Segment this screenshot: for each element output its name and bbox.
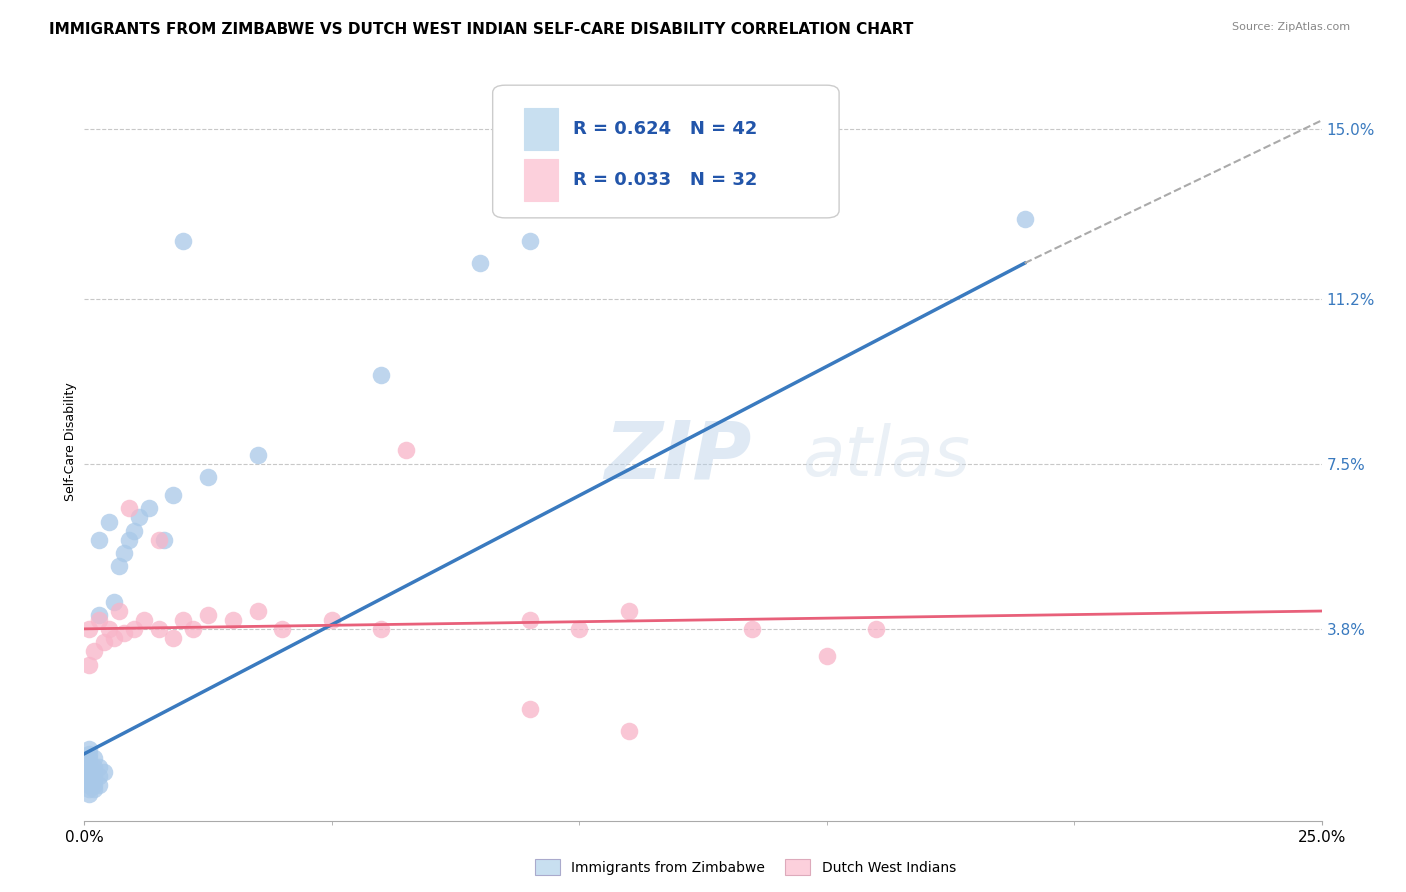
Point bbox=[470, 256, 492, 270]
Point bbox=[112, 546, 135, 560]
Point bbox=[89, 769, 111, 783]
Point bbox=[79, 622, 101, 636]
Point bbox=[246, 448, 269, 462]
Point bbox=[519, 702, 541, 716]
Point bbox=[741, 622, 763, 636]
Point bbox=[89, 533, 111, 547]
Point bbox=[181, 622, 204, 636]
Point bbox=[222, 613, 245, 627]
Point bbox=[152, 533, 174, 547]
Text: IMMIGRANTS FROM ZIMBABWE VS DUTCH WEST INDIAN SELF-CARE DISABILITY CORRELATION C: IMMIGRANTS FROM ZIMBABWE VS DUTCH WEST I… bbox=[49, 22, 914, 37]
Point bbox=[1014, 211, 1036, 226]
Point bbox=[197, 608, 219, 623]
Point bbox=[108, 559, 131, 574]
Point bbox=[83, 644, 105, 658]
Point bbox=[89, 613, 111, 627]
Point bbox=[122, 524, 145, 538]
Point bbox=[568, 622, 591, 636]
Point bbox=[79, 773, 101, 788]
Point bbox=[79, 769, 101, 783]
Point bbox=[89, 778, 111, 792]
Point bbox=[79, 747, 101, 761]
Point bbox=[89, 608, 111, 623]
Point bbox=[79, 787, 101, 801]
Point bbox=[83, 760, 105, 774]
Point bbox=[148, 622, 170, 636]
Point bbox=[83, 751, 105, 765]
Point bbox=[79, 769, 101, 783]
Point bbox=[865, 622, 887, 636]
Point bbox=[79, 760, 101, 774]
Point bbox=[83, 782, 105, 797]
Point bbox=[519, 613, 541, 627]
Point bbox=[83, 764, 105, 779]
Text: R = 0.033   N = 32: R = 0.033 N = 32 bbox=[574, 171, 758, 189]
FancyBboxPatch shape bbox=[492, 85, 839, 218]
Point bbox=[83, 778, 105, 792]
Bar bbox=[523, 108, 558, 150]
Text: atlas: atlas bbox=[801, 423, 970, 491]
Point bbox=[118, 533, 141, 547]
Point bbox=[103, 595, 125, 609]
Point bbox=[172, 613, 194, 627]
Point bbox=[370, 368, 392, 382]
Point bbox=[321, 613, 343, 627]
Point bbox=[246, 604, 269, 618]
Bar bbox=[523, 159, 558, 201]
Point bbox=[162, 631, 184, 645]
Point bbox=[162, 488, 184, 502]
Point bbox=[93, 635, 115, 649]
Point bbox=[98, 622, 121, 636]
Y-axis label: Self-Care Disability: Self-Care Disability bbox=[65, 382, 77, 501]
Point bbox=[103, 631, 125, 645]
Point bbox=[93, 764, 115, 779]
Point bbox=[79, 756, 101, 770]
Point bbox=[395, 443, 418, 458]
Point bbox=[83, 769, 105, 783]
Legend: Immigrants from Zimbabwe, Dutch West Indians: Immigrants from Zimbabwe, Dutch West Ind… bbox=[529, 854, 962, 880]
Point bbox=[79, 782, 101, 797]
Point bbox=[271, 622, 294, 636]
Point bbox=[79, 751, 101, 765]
Point bbox=[138, 501, 160, 516]
Point bbox=[79, 778, 101, 792]
Point bbox=[197, 470, 219, 484]
Point bbox=[617, 604, 640, 618]
Point bbox=[370, 622, 392, 636]
Point bbox=[617, 724, 640, 739]
Point bbox=[815, 648, 838, 663]
Point bbox=[79, 657, 101, 672]
Point bbox=[79, 764, 101, 779]
Text: Source: ZipAtlas.com: Source: ZipAtlas.com bbox=[1232, 22, 1350, 32]
Text: ZIP: ZIP bbox=[605, 417, 751, 496]
Point bbox=[118, 501, 141, 516]
Point bbox=[89, 760, 111, 774]
Point bbox=[122, 622, 145, 636]
Point bbox=[128, 510, 150, 524]
Point bbox=[172, 234, 194, 248]
Point bbox=[79, 742, 101, 756]
Point bbox=[519, 234, 541, 248]
Point bbox=[112, 626, 135, 640]
Point bbox=[83, 773, 105, 788]
Point bbox=[132, 613, 155, 627]
Point bbox=[98, 515, 121, 529]
Text: R = 0.624   N = 42: R = 0.624 N = 42 bbox=[574, 120, 758, 138]
Point bbox=[108, 604, 131, 618]
Point bbox=[148, 533, 170, 547]
